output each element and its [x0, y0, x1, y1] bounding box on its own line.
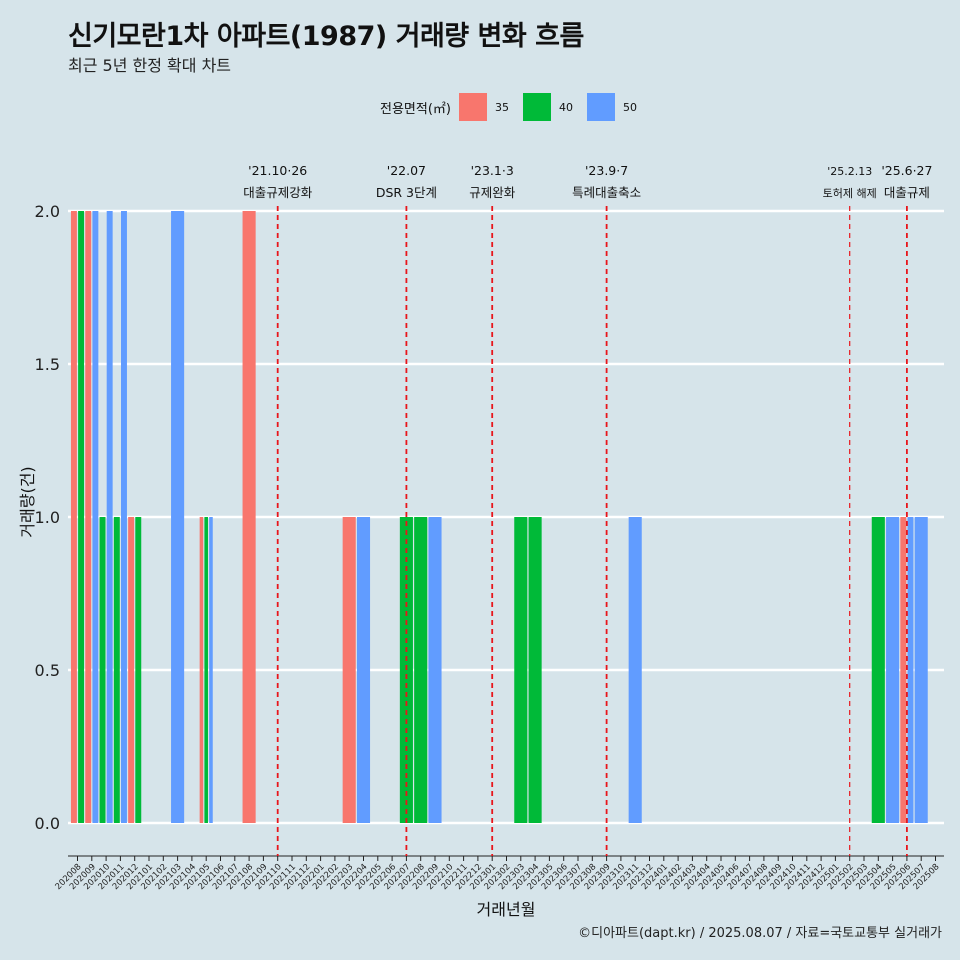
y-tick-label: 0.0: [35, 814, 60, 833]
bar-35-202012: [128, 517, 135, 823]
bar-40-202504: [871, 517, 885, 823]
y-tick-label: 2.0: [35, 202, 60, 221]
bar-40-202012: [135, 517, 142, 823]
annotation-label: 대출규제: [884, 185, 930, 200]
y-axis-title: 거래량(건): [18, 466, 37, 537]
footer-credit: ©디아파트(dapt.kr) / 2025.08.07 / 자료=국토교통부 실…: [578, 926, 942, 941]
x-axis-title: 거래년월: [477, 900, 536, 919]
legend-title: 전용면적(㎡): [380, 101, 451, 117]
legend-swatch-40: [522, 93, 551, 121]
bar-40-202008: [78, 211, 85, 823]
legend-label-35: 35: [494, 100, 509, 114]
legend-swatch-35: [458, 93, 487, 121]
y-tick-label: 1.5: [35, 355, 60, 374]
bar-40-202303: [514, 517, 528, 823]
bar-35-202009: [85, 211, 92, 823]
bar-35-202008: [70, 211, 77, 823]
legend-item-35: 35: [458, 93, 513, 121]
chart-title: 신기모란1차 아파트(1987) 거래량 변화 흐름: [68, 21, 584, 52]
bar-50-202505: [886, 517, 900, 823]
annotation-label: 대출규제강화: [243, 185, 313, 200]
legend-item-40: 40: [522, 93, 577, 121]
chart-subtitle: 최근 5년 한정 확대 차트: [68, 56, 232, 75]
annotation-date: '25.6·27: [881, 163, 932, 178]
bar-35-202203: [342, 517, 356, 823]
bar-40-202010: [99, 517, 106, 823]
bar-40-202304: [528, 517, 542, 823]
annotation-date: '23.9·7: [585, 163, 628, 178]
bar-35-202108: [242, 211, 256, 823]
bar-35-202506: [900, 517, 907, 823]
bar-50-202010: [106, 211, 113, 823]
bar-35-202105: [199, 517, 204, 823]
bar-40-202105: [204, 517, 208, 823]
legend-swatch-50: [586, 93, 615, 121]
y-tick-label: 0.5: [35, 661, 60, 680]
y-tick-label: 1.0: [35, 508, 60, 527]
bar-50-202507: [914, 517, 928, 823]
legend-label-50: 50: [622, 100, 637, 114]
annotation-date: '25.2.13: [827, 165, 872, 178]
annotation-label: 규제완화: [469, 185, 516, 200]
bar-50-202204: [356, 517, 371, 823]
annotation-label: 특례대출축소: [572, 185, 641, 200]
annotation-date: '22.07: [387, 163, 426, 178]
annotation-date: '23.1·3: [471, 163, 514, 178]
legend: 전용면적(㎡) 35 40 50: [380, 92, 651, 122]
legend-label-40: 40: [558, 100, 573, 114]
bar-40-202208: [414, 517, 428, 823]
annotation-label: DSR 3단계: [376, 185, 437, 200]
bar-50-202506: [907, 517, 914, 823]
bar-50-202009: [92, 211, 99, 823]
bar-50-202103: [171, 211, 185, 823]
bar-50-202311: [628, 517, 642, 823]
bar-50-202105: [209, 517, 213, 823]
legend-item-50: 50: [586, 93, 641, 121]
bar-40-202011: [113, 517, 120, 823]
bar-50-202011: [121, 211, 127, 823]
annotation-date: '21.10·26: [248, 163, 307, 178]
annotation-label: 토허제 해제: [823, 186, 877, 200]
bar-50-202209: [428, 517, 442, 823]
